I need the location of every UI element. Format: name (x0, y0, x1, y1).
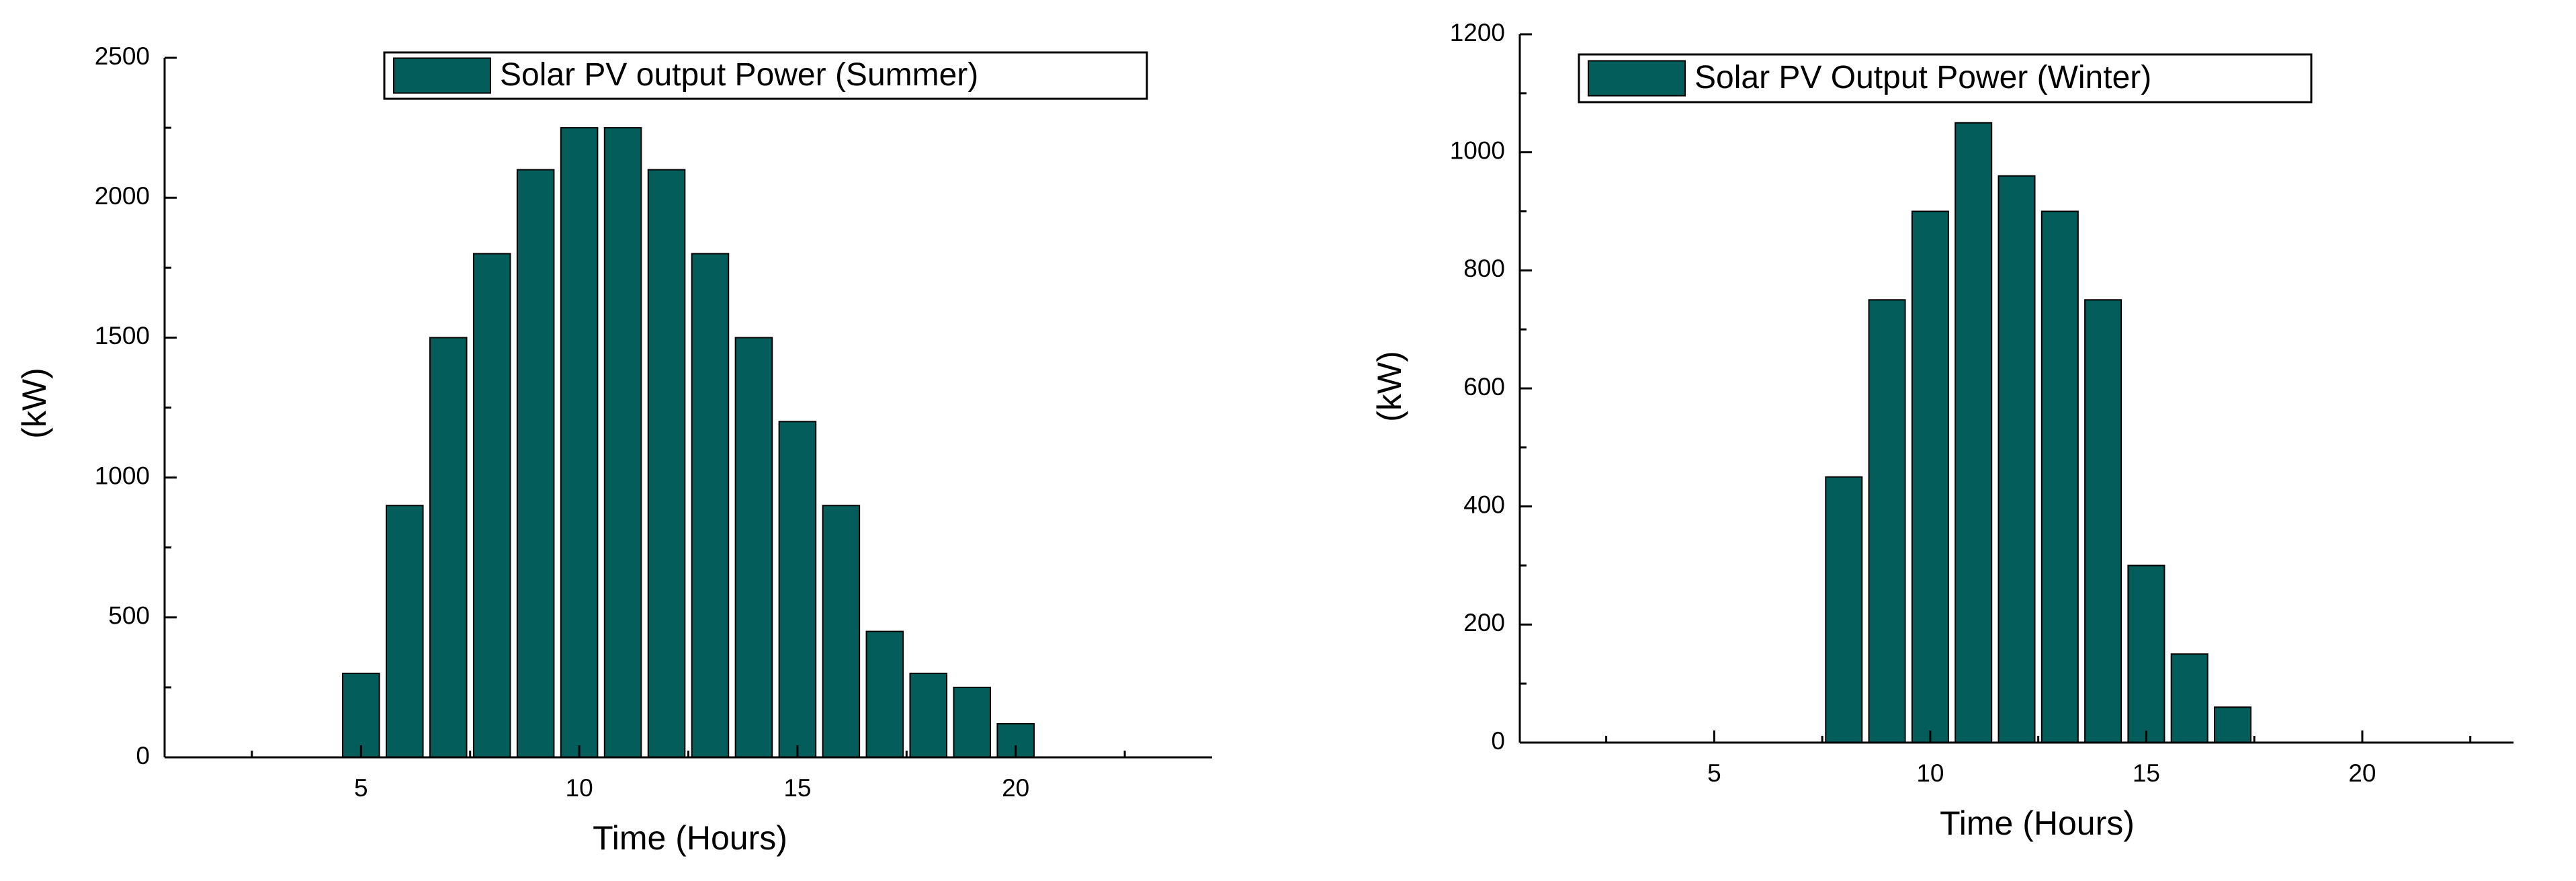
bar (1998, 175, 2036, 743)
legend-label: Solar PV Output Power (Winter) (1694, 60, 2151, 95)
bar (385, 505, 424, 758)
y-axis-title: (kW) (1371, 351, 1408, 422)
bar (342, 673, 380, 759)
bar (1868, 299, 1906, 743)
bar (647, 169, 686, 758)
bar (865, 630, 904, 758)
x-tick-label: 10 (566, 774, 593, 802)
y-tick-label: 0 (136, 742, 150, 769)
x-tick-label: 15 (783, 774, 811, 802)
x-tick-label: 5 (1707, 759, 1721, 787)
x-tick-label: 10 (1916, 759, 1944, 787)
x-axis-title: Time (Hours) (593, 819, 787, 857)
bar (2214, 706, 2252, 744)
x-axis-title: Time (Hours) (1940, 804, 2135, 842)
bar (1955, 122, 1993, 743)
legend-label: Solar PV output Power (Summer) (500, 57, 978, 93)
bar (1825, 476, 1863, 743)
bar (516, 169, 555, 758)
y-tick-label: 0 (1491, 727, 1505, 755)
bar (603, 127, 642, 759)
bar (691, 253, 730, 759)
y-tick-label: 600 (1463, 373, 1505, 401)
y-axis-title: (kW) (15, 368, 53, 439)
x-tick-label: 20 (2348, 759, 2376, 787)
x-tick-label: 15 (2133, 759, 2160, 787)
y-tick-label: 2000 (95, 182, 150, 210)
legend-box (383, 51, 1148, 100)
bar (560, 127, 599, 759)
y-tick-label: 1200 (1450, 19, 1505, 46)
bar (429, 337, 468, 758)
x-tick-label: 5 (354, 774, 368, 802)
bar (2041, 210, 2079, 743)
bar (2084, 299, 2122, 743)
y-tick-label: 400 (1463, 491, 1505, 518)
y-tick-label: 500 (108, 602, 150, 630)
bar (953, 686, 992, 759)
bar (1911, 210, 1949, 743)
bar (734, 337, 773, 758)
y-tick-label: 200 (1463, 609, 1505, 636)
bar (472, 253, 511, 759)
bar (2127, 564, 2165, 743)
legend-swatch (1588, 60, 1686, 97)
legend-box (1578, 53, 2313, 103)
x-tick-label: 20 (1002, 774, 1029, 802)
bar (2170, 653, 2208, 743)
y-tick-label: 1500 (95, 322, 150, 349)
y-tick-label: 1000 (1450, 136, 1505, 164)
y-tick-label: 2500 (95, 42, 150, 70)
bar (909, 673, 948, 759)
y-tick-label: 800 (1463, 255, 1505, 282)
bar (778, 421, 817, 758)
legend-swatch (393, 57, 491, 94)
y-tick-label: 1000 (95, 462, 150, 489)
bar (822, 505, 861, 758)
